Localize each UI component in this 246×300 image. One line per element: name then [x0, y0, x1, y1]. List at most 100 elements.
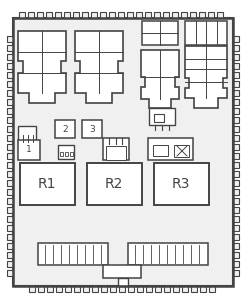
- Bar: [233, 261, 239, 267]
- Bar: [7, 216, 13, 222]
- Bar: [7, 117, 13, 123]
- Bar: [119, 286, 125, 292]
- Text: 3: 3: [89, 124, 95, 134]
- Bar: [233, 108, 239, 114]
- Bar: [18, 126, 36, 142]
- Bar: [65, 152, 68, 156]
- Bar: [7, 108, 13, 114]
- Text: 1: 1: [26, 146, 32, 154]
- Bar: [7, 45, 13, 51]
- Bar: [47, 286, 53, 292]
- Bar: [7, 189, 13, 195]
- Bar: [217, 12, 223, 18]
- Bar: [64, 12, 70, 18]
- Bar: [154, 12, 160, 18]
- Bar: [233, 117, 239, 123]
- Text: 2: 2: [62, 124, 68, 134]
- Bar: [7, 261, 13, 267]
- Bar: [128, 243, 208, 265]
- Bar: [7, 225, 13, 231]
- Bar: [149, 108, 175, 125]
- Bar: [7, 207, 13, 213]
- Bar: [60, 152, 63, 156]
- Bar: [38, 286, 44, 292]
- Bar: [185, 21, 227, 45]
- Bar: [110, 286, 116, 292]
- Bar: [13, 18, 233, 286]
- Bar: [74, 286, 80, 292]
- Bar: [58, 145, 74, 159]
- Bar: [154, 114, 164, 122]
- Bar: [100, 12, 106, 18]
- Bar: [233, 135, 239, 141]
- Bar: [233, 216, 239, 222]
- Bar: [7, 126, 13, 132]
- Bar: [7, 144, 13, 150]
- Bar: [106, 146, 126, 160]
- Bar: [209, 286, 215, 292]
- Bar: [153, 145, 168, 156]
- Bar: [233, 126, 239, 132]
- Bar: [55, 12, 61, 18]
- Bar: [174, 145, 189, 157]
- Bar: [92, 286, 98, 292]
- Bar: [91, 12, 97, 18]
- Bar: [128, 286, 134, 292]
- Bar: [18, 140, 40, 160]
- Bar: [7, 99, 13, 105]
- Bar: [208, 12, 214, 18]
- Bar: [103, 265, 141, 278]
- Bar: [7, 252, 13, 258]
- Bar: [7, 243, 13, 249]
- Bar: [233, 36, 239, 42]
- Bar: [73, 12, 79, 18]
- Bar: [7, 180, 13, 186]
- Bar: [199, 12, 205, 18]
- Bar: [233, 54, 239, 60]
- Bar: [137, 286, 143, 292]
- Bar: [38, 243, 108, 265]
- Bar: [7, 63, 13, 69]
- Bar: [233, 81, 239, 87]
- Bar: [172, 12, 178, 18]
- Bar: [142, 21, 178, 45]
- Bar: [233, 45, 239, 51]
- Bar: [127, 12, 133, 18]
- Bar: [118, 278, 128, 286]
- Bar: [233, 270, 239, 276]
- Polygon shape: [141, 50, 179, 108]
- Bar: [19, 12, 25, 18]
- Bar: [55, 120, 75, 138]
- Bar: [233, 180, 239, 186]
- Bar: [182, 286, 188, 292]
- Bar: [56, 286, 62, 292]
- Bar: [148, 138, 193, 160]
- Bar: [65, 286, 71, 292]
- Bar: [13, 18, 233, 286]
- Bar: [145, 12, 151, 18]
- Text: R1: R1: [38, 177, 56, 191]
- Bar: [20, 163, 75, 205]
- Bar: [7, 162, 13, 168]
- Bar: [109, 12, 115, 18]
- Bar: [7, 72, 13, 78]
- Polygon shape: [75, 31, 123, 103]
- Bar: [7, 234, 13, 240]
- Bar: [146, 286, 152, 292]
- Bar: [28, 12, 34, 18]
- Bar: [233, 198, 239, 204]
- Bar: [7, 36, 13, 42]
- Bar: [7, 81, 13, 87]
- Bar: [101, 286, 107, 292]
- Text: R3: R3: [172, 177, 190, 191]
- Bar: [7, 153, 13, 159]
- Bar: [136, 12, 142, 18]
- Bar: [233, 225, 239, 231]
- Bar: [233, 252, 239, 258]
- Bar: [7, 270, 13, 276]
- Bar: [155, 286, 161, 292]
- Bar: [7, 90, 13, 96]
- Bar: [37, 12, 43, 18]
- Text: R2: R2: [105, 177, 123, 191]
- Bar: [82, 120, 102, 138]
